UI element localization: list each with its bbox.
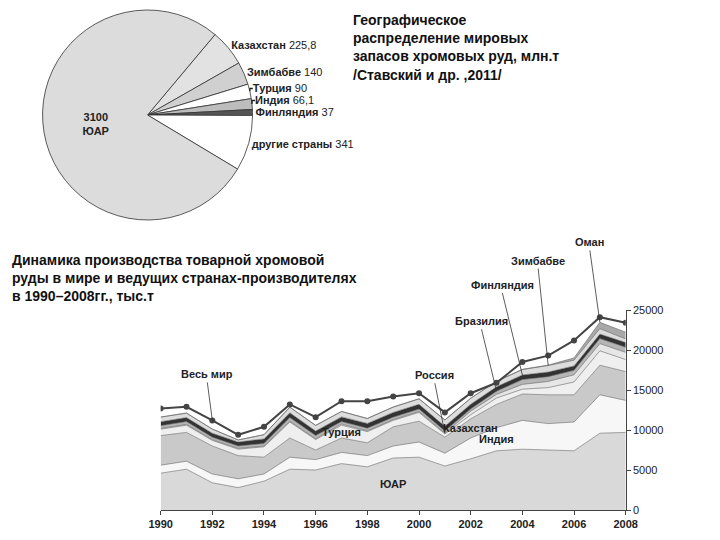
svg-text:Динамика производства товарной: Динамика производства товарной хромовойр… [12,252,357,304]
svg-text:2000: 2000 [407,518,431,530]
svg-text:Зимбабве 140: Зимбабве 140 [247,66,323,78]
svg-text:20000: 20000 [633,344,664,356]
svg-text:2008: 2008 [613,518,637,530]
svg-text:Бразилия: Бразилия [455,315,508,327]
svg-text:1994: 1994 [252,518,277,530]
svg-text:3100ЮАР: 3100ЮАР [83,111,109,137]
svg-text:10000: 10000 [633,424,664,436]
svg-text:15000: 15000 [633,384,664,396]
svg-text:Турция: Турция [322,426,361,438]
svg-text:Турция 90: Турция 90 [253,82,307,94]
svg-text:Зимбабве: Зимбабве [511,255,565,267]
svg-text:Финляндия: Финляндия [471,279,534,291]
svg-text:2002: 2002 [458,518,482,530]
svg-text:Казахстан 225,8: Казахстан 225,8 [231,39,316,51]
svg-text:Казахстан: Казахстан [443,422,498,434]
svg-text:1998: 1998 [355,518,379,530]
svg-text:Оман: Оман [575,236,604,248]
svg-text:2004: 2004 [510,518,535,530]
svg-text:Россия: Россия [415,369,454,381]
svg-text:Индия 66,1: Индия 66,1 [255,94,314,106]
svg-text:1996: 1996 [303,518,327,530]
svg-text:2006: 2006 [562,518,586,530]
svg-text:Весь мир: Весь мир [181,368,233,380]
svg-text:Финляндия 37: Финляндия 37 [256,106,334,118]
svg-text:25000: 25000 [633,304,664,316]
svg-text:1992: 1992 [200,518,224,530]
svg-text:Географическоераспределение ми: Географическоераспределение мировыхзапас… [353,12,559,83]
svg-text:ЮАР: ЮАР [380,478,406,490]
svg-text:другие страны 341: другие страны 341 [252,138,354,150]
svg-text:5000: 5000 [633,464,657,476]
svg-text:Индия: Индия [479,433,514,445]
svg-text:0: 0 [633,504,639,516]
svg-text:1990: 1990 [148,518,172,530]
